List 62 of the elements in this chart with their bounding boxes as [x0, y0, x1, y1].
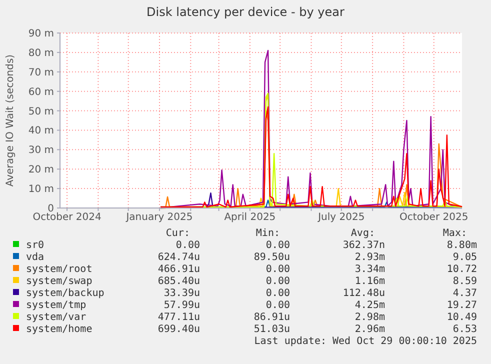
y-tick-label: 30 m [28, 145, 54, 156]
text: 112.48u [342, 288, 385, 299]
x-tick-label: July 2025 [317, 212, 365, 223]
text: 10.72 [446, 264, 477, 275]
text: 466.91u [158, 264, 200, 275]
text: 0.00 [266, 276, 290, 287]
text: 0.00 [266, 264, 290, 275]
text: 86.91u [254, 312, 290, 323]
legend-label: system/root [26, 264, 92, 275]
legend-label: system/tmp [26, 300, 86, 311]
legend-label: system/swap [26, 276, 92, 287]
text: 0.00 [266, 288, 290, 299]
y-tick-label: 70 m [28, 67, 54, 78]
text: 4.25m [354, 300, 385, 311]
text: 624.74u [158, 252, 200, 263]
text: 3.34m [354, 264, 385, 275]
text: 362.37n [342, 240, 385, 251]
x-tick-label: October 2025 [400, 212, 468, 223]
text: 477.11u [158, 312, 200, 323]
text: Cur: [166, 228, 190, 239]
y-tick-label: 40 m [28, 126, 54, 137]
text: 8.59 [452, 276, 477, 287]
legend-label: system/home [26, 324, 92, 335]
y-tick-label: 50 m [28, 106, 54, 118]
x-tick-label: April 2025 [224, 212, 276, 223]
text: 6.53 [452, 324, 477, 335]
text: 57.99u [164, 300, 200, 311]
text: Max: [442, 228, 467, 239]
text: 10.49 [446, 312, 477, 323]
y-tick-label: 90 m [28, 28, 54, 40]
text: Min: [256, 228, 280, 239]
legend-label: sr0 [26, 240, 44, 251]
x-tick-label: January 2025 [125, 212, 193, 223]
text: 89.50u [254, 252, 290, 263]
text: 51.03u [254, 324, 290, 335]
text: 19.27 [446, 300, 477, 311]
y-tick-label: 0 [48, 204, 54, 214]
text: 2.98m [354, 312, 385, 323]
text: 0.00 [266, 300, 290, 311]
text: 0.00 [176, 240, 200, 251]
x-tick-label: October 2024 [32, 212, 102, 223]
y-tick-label: 10 m [28, 184, 54, 196]
text: 9.05 [452, 252, 477, 263]
chart-title: Disk latency per device - by year [146, 5, 345, 19]
text: 1.16m [354, 276, 385, 287]
legend-label: system/backup [26, 288, 104, 299]
text: 8.80m [446, 240, 477, 251]
text: 2.93m [354, 252, 385, 263]
y-tick-label: 20 m [28, 164, 54, 176]
y-axis-title: Average IO Wait (seconds) [5, 54, 16, 187]
text: 0.00 [266, 240, 290, 251]
text: Avg: [350, 228, 375, 239]
y-tick-label: 80 m [28, 48, 54, 59]
y-tick-label: 60 m [28, 86, 54, 98]
legend-label: system/var [26, 312, 86, 323]
text: Last update: Wed Oct 29 00:00:10 2025 [254, 336, 477, 347]
text: 699.40u [158, 324, 200, 335]
text: 4.37 [452, 288, 477, 299]
text: 685.40u [158, 276, 200, 287]
text: 2.96m [354, 324, 385, 335]
legend-label: vda [26, 252, 44, 263]
text: 33.39u [164, 288, 200, 299]
